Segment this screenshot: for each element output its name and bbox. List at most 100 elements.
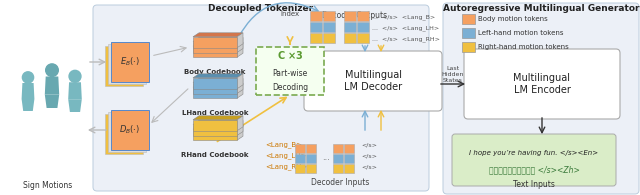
FancyBboxPatch shape (306, 164, 316, 173)
FancyBboxPatch shape (333, 144, 343, 153)
Polygon shape (237, 79, 243, 93)
Text: Left-hand motion tokens: Left-hand motion tokens (478, 30, 563, 36)
Polygon shape (237, 42, 243, 57)
Polygon shape (237, 125, 243, 140)
FancyBboxPatch shape (357, 22, 369, 32)
FancyBboxPatch shape (357, 33, 369, 43)
FancyBboxPatch shape (344, 164, 354, 173)
Polygon shape (193, 46, 237, 57)
Polygon shape (193, 125, 243, 129)
Text: LHand Codebook: LHand Codebook (182, 110, 248, 116)
FancyBboxPatch shape (344, 11, 356, 21)
FancyBboxPatch shape (310, 22, 322, 32)
Text: RHand Codebook: RHand Codebook (181, 152, 249, 158)
FancyBboxPatch shape (310, 33, 322, 43)
Text: ...: ... (322, 153, 330, 162)
FancyBboxPatch shape (344, 22, 356, 32)
FancyBboxPatch shape (323, 22, 335, 32)
Polygon shape (45, 95, 60, 108)
Polygon shape (22, 83, 35, 99)
Polygon shape (193, 121, 243, 124)
Circle shape (22, 72, 34, 83)
FancyBboxPatch shape (105, 114, 143, 154)
FancyBboxPatch shape (295, 164, 305, 173)
Polygon shape (193, 37, 243, 42)
FancyBboxPatch shape (333, 154, 343, 163)
FancyBboxPatch shape (108, 44, 146, 84)
Polygon shape (45, 76, 60, 95)
FancyBboxPatch shape (306, 144, 316, 153)
Text: ...  </s>  <Lang_RH>: ... </s> <Lang_RH> (372, 36, 440, 42)
FancyBboxPatch shape (323, 33, 335, 43)
Polygon shape (193, 116, 243, 120)
Text: </s>: </s> (361, 165, 377, 169)
Text: Body Codebook: Body Codebook (184, 69, 246, 75)
Polygon shape (193, 87, 237, 98)
FancyBboxPatch shape (443, 3, 639, 194)
Polygon shape (193, 78, 237, 89)
Polygon shape (68, 99, 82, 112)
Text: Right-hand motion tokens: Right-hand motion tokens (478, 44, 569, 50)
Text: Sign Motions: Sign Motions (24, 181, 72, 190)
Text: Part-wise: Part-wise (273, 68, 308, 77)
FancyBboxPatch shape (295, 154, 305, 163)
FancyBboxPatch shape (310, 11, 322, 21)
Text: $E_B(\cdot)$: $E_B(\cdot)$ (120, 56, 140, 68)
FancyBboxPatch shape (462, 14, 475, 24)
Polygon shape (237, 121, 243, 136)
FancyBboxPatch shape (344, 33, 356, 43)
FancyBboxPatch shape (108, 112, 146, 152)
FancyBboxPatch shape (464, 49, 620, 119)
Polygon shape (193, 42, 243, 46)
FancyBboxPatch shape (462, 28, 475, 38)
Text: ...  </s>  <Lang_B>: ... </s> <Lang_B> (372, 14, 435, 20)
Polygon shape (237, 74, 243, 89)
Polygon shape (193, 120, 237, 131)
Text: Decoder Outputs: Decoder Outputs (323, 11, 388, 20)
Text: Decoder Inputs: Decoder Inputs (311, 178, 369, 187)
Polygon shape (68, 82, 82, 99)
Text: Body motion tokens: Body motion tokens (478, 16, 548, 22)
Text: Decoding: Decoding (272, 82, 308, 91)
Polygon shape (193, 79, 243, 82)
Polygon shape (237, 37, 243, 52)
Circle shape (45, 64, 58, 76)
FancyBboxPatch shape (333, 164, 343, 173)
Polygon shape (193, 82, 237, 93)
Text: <Lang_RH>: <Lang_RH> (265, 164, 307, 170)
Text: 椅子上的衣服是谁的？ </s><Zh>: 椅子上的衣服是谁的？ </s><Zh> (488, 166, 579, 175)
Text: Multilingual
LM Encoder: Multilingual LM Encoder (513, 73, 570, 95)
FancyBboxPatch shape (111, 42, 149, 82)
FancyBboxPatch shape (323, 11, 335, 21)
Text: Decoupled Tokenizer: Decoupled Tokenizer (209, 4, 314, 13)
Text: $D_B(\cdot)$: $D_B(\cdot)$ (120, 124, 141, 136)
FancyBboxPatch shape (93, 5, 429, 191)
Polygon shape (193, 83, 243, 87)
FancyBboxPatch shape (105, 46, 143, 86)
FancyBboxPatch shape (295, 144, 305, 153)
FancyBboxPatch shape (111, 110, 149, 150)
FancyBboxPatch shape (304, 51, 442, 111)
Text: </s>: </s> (361, 143, 377, 147)
FancyBboxPatch shape (462, 42, 475, 52)
Polygon shape (193, 124, 237, 136)
FancyBboxPatch shape (357, 11, 369, 21)
Polygon shape (22, 99, 35, 111)
Polygon shape (237, 83, 243, 98)
FancyBboxPatch shape (344, 144, 354, 153)
Polygon shape (193, 74, 243, 78)
Circle shape (69, 70, 81, 82)
Text: <Lang_LH>: <Lang_LH> (265, 153, 307, 159)
Text: Text Inputs: Text Inputs (513, 180, 555, 189)
Polygon shape (193, 37, 237, 48)
FancyBboxPatch shape (306, 154, 316, 163)
Polygon shape (193, 42, 237, 52)
FancyBboxPatch shape (256, 47, 324, 95)
Text: <Lang_B>: <Lang_B> (265, 142, 302, 148)
FancyBboxPatch shape (344, 154, 354, 163)
Text: I hope you’re having fun. </s><En>: I hope you’re having fun. </s><En> (469, 150, 598, 156)
Polygon shape (193, 33, 243, 37)
Text: ...  </s>  <Lang_LH>: ... </s> <Lang_LH> (372, 25, 439, 31)
Text: Autoregressive Multilingual Generator: Autoregressive Multilingual Generator (443, 4, 639, 13)
Text: Index: Index (280, 11, 300, 17)
